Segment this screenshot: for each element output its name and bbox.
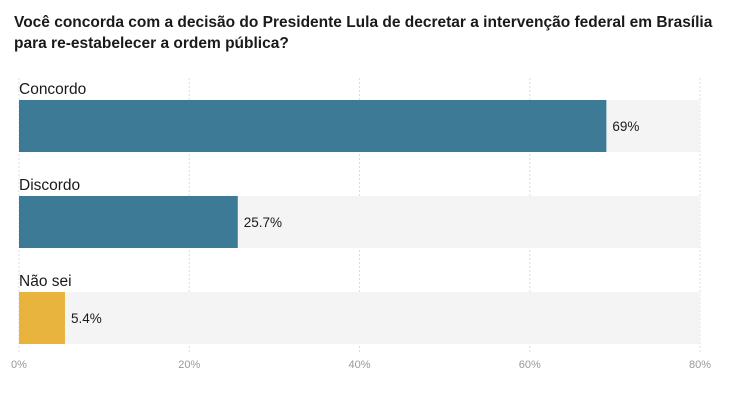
value-label: 5.4% <box>71 311 102 326</box>
x-tick-label: 60% <box>519 359 541 371</box>
value-label: 69% <box>612 119 639 134</box>
x-tick-label: 80% <box>689 359 711 371</box>
bar <box>19 100 607 152</box>
value-label: 25.7% <box>244 215 282 230</box>
bar-track <box>19 292 700 344</box>
chart-title: Você concorda com a decisão do President… <box>14 14 713 52</box>
category-label: Concordo <box>19 81 86 98</box>
bars-layer: Concordo 69% Discordo 25.7% Não sei 5.4% <box>19 81 700 344</box>
x-tick-label: 40% <box>348 359 370 371</box>
category-label: Discordo <box>19 177 80 194</box>
x-axis: 0% 20% 40% 60% 80% <box>11 359 711 371</box>
bar <box>19 196 238 248</box>
category-label: Não sei <box>19 273 72 290</box>
x-tick-label: 0% <box>11 359 27 371</box>
x-tick-label: 20% <box>178 359 200 371</box>
bar <box>19 292 65 344</box>
